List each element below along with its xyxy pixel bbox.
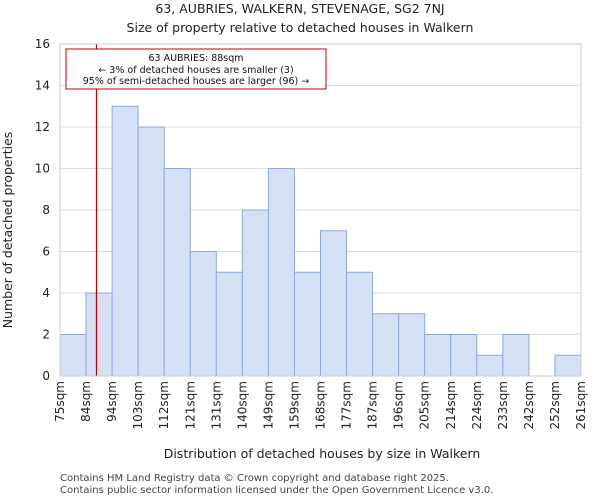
annotation-line-3: 95% of semi-detached houses are larger (… [83, 76, 310, 87]
chart-title: 63, AUBRIES, WALKERN, STEVENAGE, SG2 7NJ [155, 1, 444, 16]
bar [424, 334, 452, 377]
x-tick-label: 205sqm [418, 381, 432, 429]
annotation-box: 63 AUBRIES: 88sqm ← 3% of detached house… [65, 48, 327, 90]
bar [215, 271, 243, 377]
bars [59, 105, 582, 377]
x-tick-label: 84sqm [79, 381, 93, 422]
annotation-frame [65, 48, 327, 90]
chart-subtitle: Size of property relative to detached ho… [127, 20, 474, 35]
x-tick-label: 196sqm [392, 381, 406, 429]
x-tick-label: 159sqm [287, 381, 301, 429]
annotation-line-1: 63 AUBRIES: 88sqm [148, 53, 243, 64]
bar [111, 105, 139, 377]
y-axis-label: Number of detached properties [0, 132, 15, 329]
x-tick-label: 94sqm [105, 381, 119, 422]
bar [502, 334, 530, 377]
x-tick-label: 112sqm [157, 381, 171, 429]
x-tick-label: 233sqm [496, 381, 510, 429]
x-tick-label: 149sqm [261, 381, 275, 429]
x-tick-label: 140sqm [235, 381, 249, 429]
bar [476, 354, 504, 377]
x-tick-labels: 75sqm 84sqm 94sqm 103sqm 112sqm 121sqm 131sqm 1… [53, 381, 588, 429]
bar [241, 209, 269, 377]
x-axis-label: Distribution of detached houses by size … [164, 446, 481, 461]
x-tick-label: 242sqm [522, 381, 536, 429]
y-tick-labels: 0 2 4 6 8 10 12 14 16 [35, 37, 50, 383]
bar [450, 334, 478, 377]
y-tick-label: 4 [42, 286, 50, 300]
y-tick-label: 2 [42, 328, 50, 342]
bar [137, 126, 165, 377]
y-tick-label: 0 [42, 369, 50, 383]
y-tick-label: 12 [35, 120, 50, 134]
y-tick-label: 8 [42, 203, 50, 217]
bar [189, 251, 217, 377]
annotation-line-2: ← 3% of detached houses are smaller (3) [98, 65, 293, 76]
y-tick-label: 6 [42, 245, 50, 259]
y-tick-label: 10 [35, 162, 50, 176]
bar [320, 230, 348, 377]
bar [267, 168, 295, 377]
x-tick-label: 214sqm [444, 381, 458, 429]
bar [554, 354, 582, 377]
bar [398, 313, 426, 377]
footer-line-2: Contains public sector information licen… [60, 485, 493, 496]
x-tick-label: 121sqm [183, 381, 197, 429]
bar [293, 271, 322, 377]
bar [372, 313, 400, 377]
y-tick-label: 14 [35, 79, 50, 93]
x-tick-label: 224sqm [470, 381, 484, 429]
x-tick-label: 177sqm [340, 381, 354, 429]
bar [59, 334, 87, 377]
x-tick-label: 187sqm [366, 381, 380, 429]
x-tick-label: 131sqm [209, 381, 223, 429]
footer-line-1: Contains HM Land Registry data © Crown c… [60, 473, 449, 484]
bar [163, 168, 191, 377]
x-tick-label: 252sqm [548, 381, 562, 429]
bar [85, 292, 113, 377]
x-tick-label: 75sqm [53, 381, 67, 422]
x-tick-label: 261sqm [574, 381, 588, 429]
plot-frame [59, 43, 582, 377]
x-tick-label: 103sqm [131, 381, 145, 429]
bar [346, 271, 374, 377]
x-tick-label: 168sqm [314, 381, 328, 429]
y-tick-label: 16 [35, 37, 50, 51]
